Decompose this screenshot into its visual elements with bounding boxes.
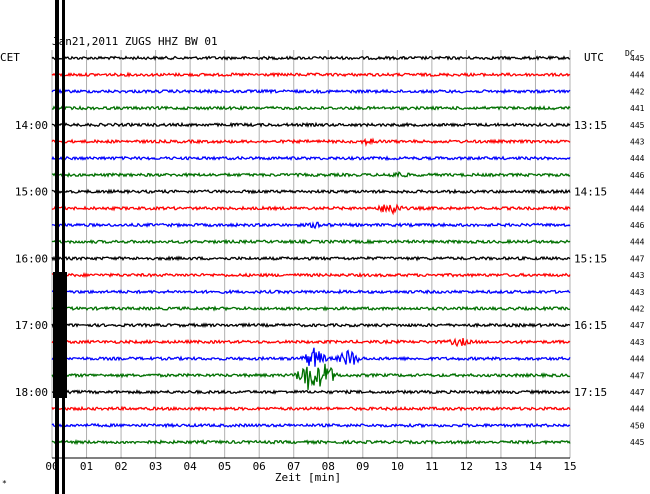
trace-line	[51, 322, 571, 329]
dc-value: 442	[630, 87, 645, 96]
chart-title: Jan21,2011 ZUGS HHZ BW 01	[52, 35, 218, 48]
time-gridlines	[51, 50, 571, 459]
calibration-bar	[62, 0, 65, 494]
hour-label-right: 13:15	[574, 119, 607, 132]
calibration-bar	[55, 0, 59, 494]
dc-value: 447	[630, 321, 645, 330]
dc-value: 444	[630, 204, 645, 213]
trace-line	[51, 71, 571, 78]
trace-line	[51, 347, 571, 367]
trace-line	[51, 438, 571, 446]
x-tick-labels: 00 01 02 03 04 05 06 07 08 09 10 11 12 13 14 15	[45, 460, 576, 473]
dc-value: 442	[630, 305, 645, 314]
hour-label-right: 15:15	[574, 252, 607, 265]
right-timezone-label: UTC	[584, 51, 604, 64]
trace-line	[51, 238, 571, 245]
x-tick-label: 02	[114, 460, 127, 473]
left-hour-labels: 14:00 15:00 16:00 17:00 18:00	[15, 119, 48, 399]
dc-value: 444	[630, 188, 645, 197]
dc-value: 450	[630, 421, 645, 430]
dc-value: 444	[630, 154, 645, 163]
trace-line	[51, 171, 571, 178]
dc-value: 447	[630, 371, 645, 380]
trace-line	[52, 288, 571, 295]
dc-value: 443	[630, 288, 645, 297]
dc-value: 443	[630, 138, 645, 147]
trace-line	[51, 337, 571, 348]
trace-line	[51, 88, 571, 95]
dc-offset-labels: 445 444 442 441 445 443 444 446 444 444 446 444 447 4…	[630, 54, 645, 447]
hour-label-right: 14:15	[574, 186, 607, 199]
x-tick-label: 15	[563, 460, 576, 473]
hour-label-left: 18:00	[15, 386, 48, 399]
trace-line	[51, 105, 571, 111]
x-tick-label: 13	[494, 460, 507, 473]
x-tick-label: 10	[391, 460, 404, 473]
dc-value: 444	[630, 355, 645, 364]
trace-line	[51, 55, 571, 61]
dc-value: 447	[630, 388, 645, 397]
x-axis-label: Zeit [min]	[275, 471, 341, 484]
x-tick-label: 00	[45, 460, 58, 473]
trace-line	[51, 422, 571, 429]
dc-value: 443	[630, 338, 645, 347]
calibration-bars	[53, 0, 67, 494]
trace-line	[51, 137, 571, 147]
trace-line	[51, 405, 571, 412]
trace-line	[51, 121, 571, 129]
calibration-block	[53, 272, 67, 398]
hour-label-left: 15:00	[15, 186, 48, 199]
x-tick-label: 12	[460, 460, 473, 473]
trace-line	[51, 203, 571, 216]
dc-header-label: DC	[625, 49, 635, 58]
x-tick-label: 05	[218, 460, 231, 473]
trace-line	[51, 388, 571, 395]
x-tick-label: 04	[184, 460, 198, 473]
dc-value: 441	[630, 104, 645, 113]
dc-value: 443	[630, 271, 645, 280]
trace-line	[51, 155, 571, 162]
dc-value: 446	[630, 221, 645, 230]
x-tick-label: 11	[425, 460, 438, 473]
trace-line	[51, 188, 571, 195]
hour-label-right: 17:15	[574, 386, 607, 399]
seismic-traces	[51, 55, 571, 446]
dc-value: 445	[630, 54, 645, 63]
footnote-mark: *	[2, 479, 7, 488]
dc-value: 444	[630, 405, 645, 414]
dc-value: 447	[630, 254, 645, 263]
x-tick-label: 06	[253, 460, 266, 473]
left-timezone-label: CET	[0, 51, 20, 64]
hour-label-right: 16:15	[574, 319, 607, 332]
dc-value: 445	[630, 121, 645, 130]
dc-value: 444	[630, 238, 645, 247]
right-hour-labels: 13:15 14:15 15:15 16:15 17:15	[574, 119, 607, 399]
dc-value: 445	[630, 438, 645, 447]
dc-value: 446	[630, 171, 645, 180]
hour-label-left: 14:00	[15, 119, 48, 132]
hour-label-left: 17:00	[15, 319, 48, 332]
trace-line	[51, 255, 571, 262]
x-tick-label: 09	[356, 460, 369, 473]
trace-line	[51, 271, 571, 279]
trace-line	[51, 221, 571, 230]
x-tick-label: 07	[287, 460, 300, 473]
x-tick-label: 03	[149, 460, 162, 473]
trace-line	[51, 305, 571, 312]
hour-label-left: 16:00	[15, 252, 48, 265]
x-tick-label: 01	[80, 460, 93, 473]
trace-line	[51, 363, 571, 390]
x-tick-label: 14	[529, 460, 543, 473]
x-tick-label: 08	[322, 460, 335, 473]
dc-value: 444	[630, 71, 645, 80]
